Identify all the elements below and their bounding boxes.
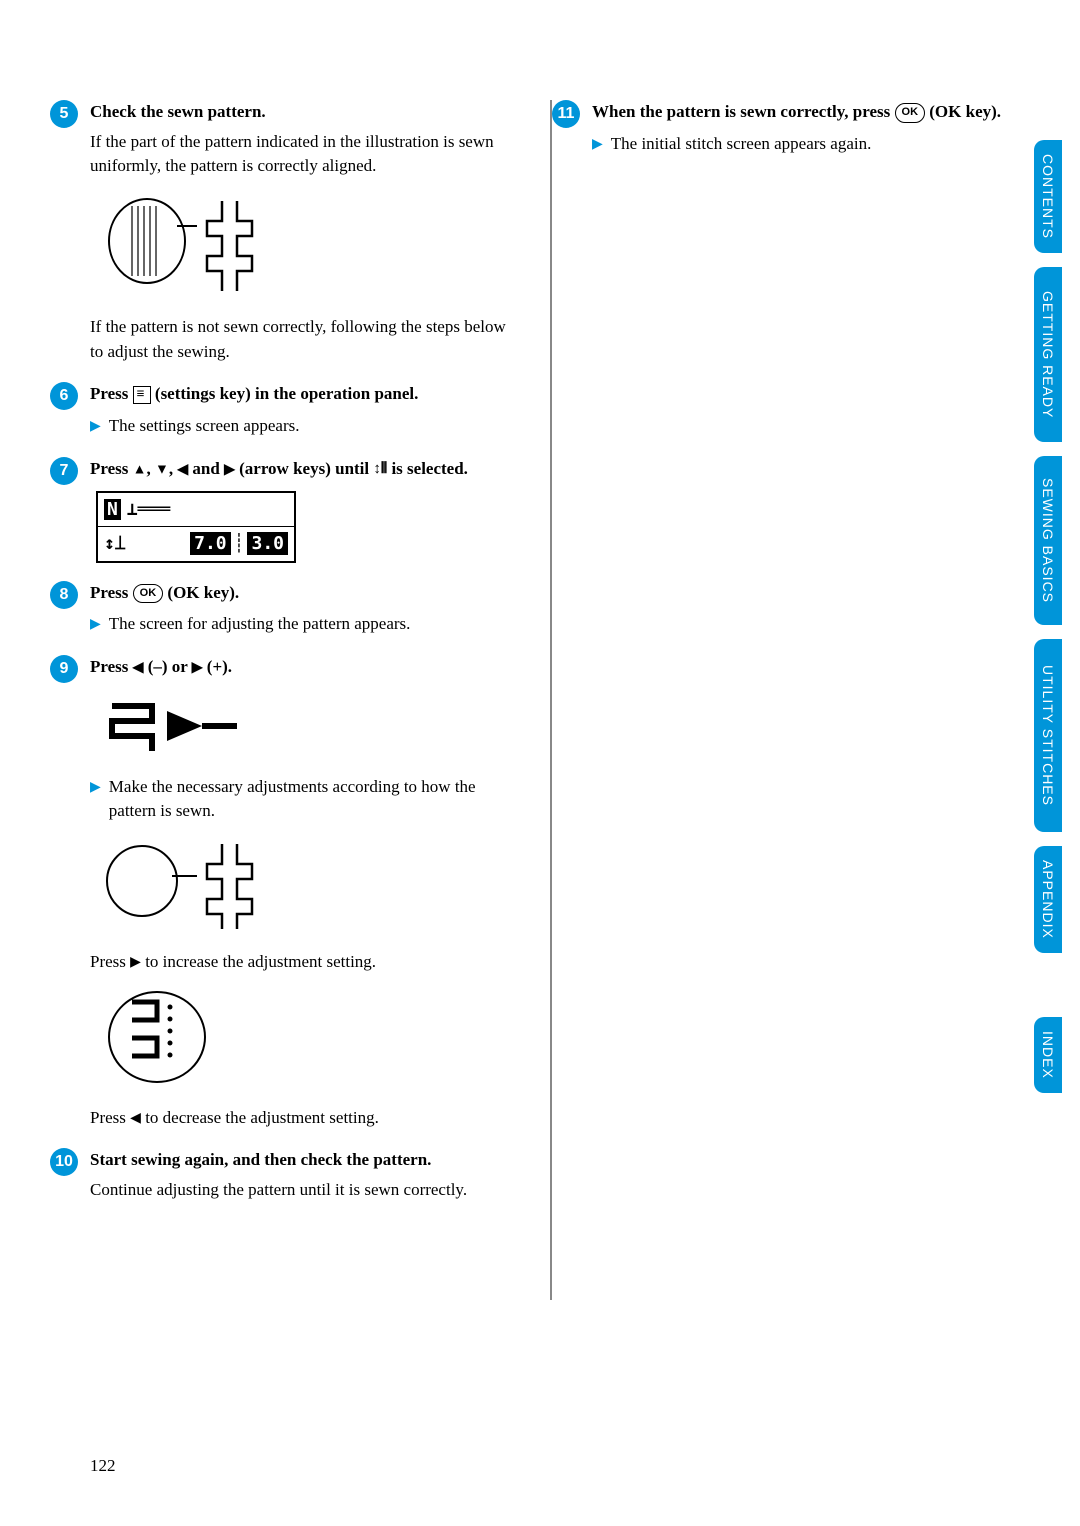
step-number-badge: 8 [50, 581, 78, 609]
step-title: Check the sewn pattern. [90, 100, 510, 124]
step-8: 8 Press OK (OK key). ▶ The screen for ad… [90, 581, 510, 637]
result-bullet: ▶ The settings screen appears. [90, 414, 510, 439]
lcd-screen-illustration: N ⟂═══ ↕⟘ 7.0 ┊ 3.0 [96, 491, 296, 563]
right-column: 11 When the pattern is sewn correctly, p… [592, 100, 1012, 1300]
ok-key-icon: OK [133, 584, 164, 603]
down-arrow-icon: ▼ [155, 462, 169, 477]
vertical-adjust-icon: ↕⫴ [373, 459, 387, 480]
text: to increase the adjustment setting. [145, 952, 376, 971]
page-number: 122 [90, 1456, 116, 1476]
title-text: (arrow keys) until [239, 459, 373, 478]
left-arrow-icon: ◀ [130, 1111, 141, 1126]
bullet-arrow-icon: ▶ [90, 615, 101, 635]
lcd-value: 7.0 [190, 532, 231, 555]
step-11: 11 When the pattern is sewn correctly, p… [592, 100, 1012, 156]
step-title: Press (settings key) in the operation pa… [90, 382, 510, 406]
pattern-blank-illustration [102, 836, 510, 936]
lcd-value: 3.0 [247, 532, 288, 555]
title-text: When the pattern is sewn correctly, pres… [592, 102, 895, 121]
title-text: Press [90, 384, 133, 403]
text: Press [90, 1108, 130, 1127]
up-arrow-icon: ▲ [133, 462, 147, 477]
title-text: (OK key). [167, 583, 239, 602]
bullet-text: The settings screen appears. [109, 414, 300, 439]
step-9: 9 Press ◀ (–) or ▶ (+). ▶ Make [90, 655, 510, 1130]
ok-key-icon: OK [895, 103, 926, 122]
left-arrow-icon: ◀ [177, 462, 188, 477]
pattern-increase-illustration [102, 987, 510, 1092]
lcd-label: N [104, 499, 121, 520]
title-text: (–) or [148, 657, 192, 676]
step-6: 6 Press (settings key) in the operation … [90, 382, 510, 438]
result-bullet: ▶ The screen for adjusting the pattern a… [90, 612, 510, 637]
bullet-text: The initial stitch screen appears again. [611, 132, 872, 157]
step-number-badge: 6 [50, 382, 78, 410]
result-bullet: ▶ The initial stitch screen appears agai… [592, 132, 1012, 157]
title-text: and [192, 459, 224, 478]
settings-key-icon [133, 386, 151, 404]
lcd-icon: ⟂═══ [127, 499, 170, 520]
content-columns: 5 Check the sewn pattern. If the part of… [90, 100, 1020, 1300]
right-arrow-icon: ▶ [224, 462, 235, 477]
right-arrow-icon: ▶ [192, 660, 203, 675]
lcd-row: ↕⟘ 7.0 ┊ 3.0 [98, 527, 294, 561]
tab-contents[interactable]: CONTENTS [1034, 140, 1062, 253]
step-number-badge: 7 [50, 457, 78, 485]
step-body-text: Press ▶ to increase the adjustment setti… [90, 950, 510, 975]
bullet-text: The screen for adjusting the pattern app… [109, 612, 411, 637]
right-arrow-icon: ▶ [130, 955, 141, 970]
step-title: Press ◀ (–) or ▶ (+). [90, 655, 510, 679]
tab-appendix[interactable]: APPENDIX [1034, 846, 1062, 953]
bullet-arrow-icon: ▶ [90, 417, 101, 437]
title-text: Press [90, 459, 133, 478]
bullet-arrow-icon: ▶ [592, 135, 603, 155]
step-title: Start sewing again, and then check the p… [90, 1148, 510, 1172]
adjust-pattern-illustration [102, 691, 510, 761]
step-number-badge: 5 [50, 100, 78, 128]
step-body-text: Continue adjusting the pattern until it … [90, 1178, 510, 1203]
step-number-badge: 11 [552, 100, 580, 128]
text: Press [90, 952, 130, 971]
bullet-text: Make the necessary adjustments according… [109, 775, 510, 824]
step-title: Press OK (OK key). [90, 581, 510, 605]
step-title: When the pattern is sewn correctly, pres… [592, 100, 1012, 124]
lcd-icon: ↕⟘ [104, 533, 126, 554]
tab-sewing-basics[interactable]: SEWING BASICS [1034, 456, 1062, 625]
pattern-magnifier-illustration [102, 191, 510, 301]
title-text: is selected. [391, 459, 467, 478]
title-text: (+). [207, 657, 232, 676]
step-body-text: Press ◀ to decrease the adjustment setti… [90, 1106, 510, 1131]
left-column: 5 Check the sewn pattern. If the part of… [90, 100, 510, 1300]
bullet-arrow-icon: ▶ [90, 778, 101, 798]
title-text: Press [90, 583, 133, 602]
lcd-separator: ┊ [234, 533, 245, 554]
step-number-badge: 9 [50, 655, 78, 683]
text: to decrease the adjustment setting. [145, 1108, 379, 1127]
step-body-text: If the part of the pattern indicated in … [90, 130, 510, 179]
title-text: (settings key) in the operation panel. [155, 384, 419, 403]
step-body-text: If the pattern is not sewn correctly, fo… [90, 315, 510, 364]
tab-index[interactable]: INDEX [1034, 1017, 1062, 1093]
step-number-badge: 10 [50, 1148, 78, 1176]
title-text: (OK key). [929, 102, 1001, 121]
step-7: 7 Press ▲, ▼, ◀ and ▶ (arrow keys) until… [90, 457, 510, 563]
title-text: Press [90, 657, 133, 676]
left-arrow-icon: ◀ [133, 660, 144, 675]
tab-utility-stitches[interactable]: UTILITY STITCHES [1034, 639, 1062, 832]
column-divider [550, 100, 552, 1300]
step-5: 5 Check the sewn pattern. If the part of… [90, 100, 510, 364]
result-bullet: ▶ Make the necessary adjustments accordi… [90, 775, 510, 824]
tab-getting-ready[interactable]: GETTING READY [1034, 267, 1062, 442]
side-navigation-tabs: CONTENTS GETTING READY SEWING BASICS UTI… [1034, 140, 1062, 1093]
lcd-row: N ⟂═══ [98, 493, 294, 528]
step-title: Press ▲, ▼, ◀ and ▶ (arrow keys) until ↕… [90, 457, 510, 481]
step-10: 10 Start sewing again, and then check th… [90, 1148, 510, 1202]
